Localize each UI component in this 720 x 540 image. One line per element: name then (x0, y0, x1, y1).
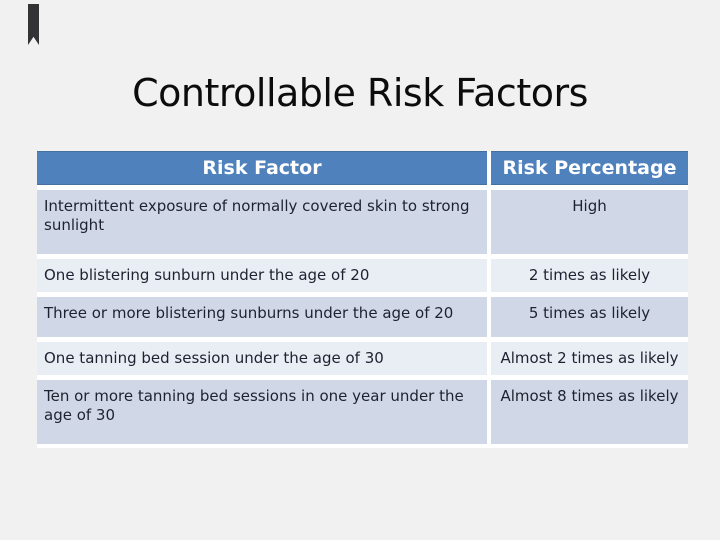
risk-percentage-cell: High (491, 190, 688, 254)
risk-percentage-cell: Almost 2 times as likely (491, 342, 688, 375)
column-header-risk-factor: Risk Factor (37, 151, 487, 185)
risk-factor-cell: One blistering sunburn under the age of … (37, 259, 487, 292)
risk-percentage-cell: 2 times as likely (491, 259, 688, 292)
bookmark-ribbon-icon[interactable] (28, 4, 39, 45)
risk-factors-table: Risk Factor Risk Percentage Intermittent… (37, 151, 688, 448)
risk-factor-cell: Intermittent exposure of normally covere… (37, 190, 487, 254)
risk-factor-cell: One tanning bed session under the age of… (37, 342, 487, 375)
slide-title: Controllable Risk Factors (132, 71, 588, 116)
column-header-risk-percentage: Risk Percentage (491, 151, 688, 185)
risk-percentage-cell: Almost 8 times as likely (491, 380, 688, 444)
risk-factor-cell: Three or more blistering sunburns under … (37, 297, 487, 337)
risk-factor-cell: Ten or more tanning bed sessions in one … (37, 380, 487, 444)
risk-percentage-cell: 5 times as likely (491, 297, 688, 337)
